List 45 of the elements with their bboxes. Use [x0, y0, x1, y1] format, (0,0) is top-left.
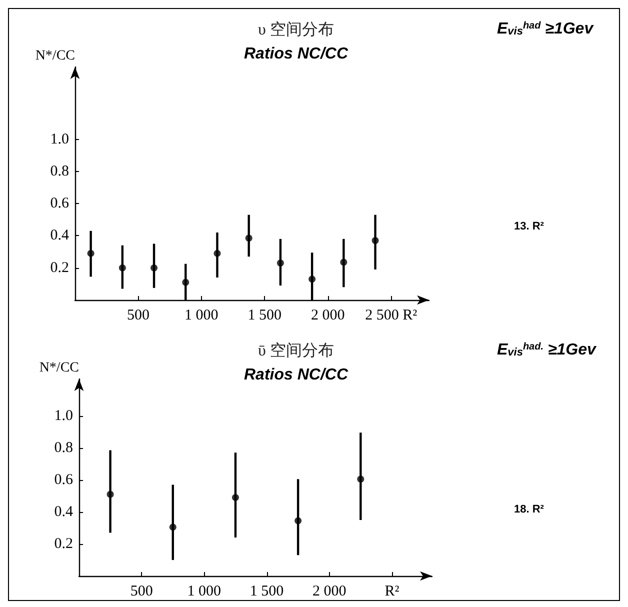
- chart-subtitle: Ratios NC/CC: [244, 366, 348, 384]
- point: [276, 260, 284, 267]
- y-tick-label: 0.6: [50, 196, 70, 212]
- x-tick-label: 2 000: [312, 584, 346, 600]
- y-tick-label: 0.6: [54, 472, 74, 488]
- point: [245, 234, 252, 242]
- y-axis-title: N*/CC: [39, 360, 79, 376]
- point: [87, 250, 94, 257]
- chart-subtitle: Ratios NC/CC: [244, 46, 348, 62]
- y-tick-label: 1.0: [50, 131, 69, 148]
- point: [182, 278, 190, 286]
- y-tick-label: 0.2: [54, 536, 73, 552]
- point: [169, 524, 176, 531]
- point: [118, 264, 126, 272]
- x-tick-label: 2 000: [310, 308, 345, 324]
- y-tick-label: 0.8: [54, 440, 73, 456]
- chart-title: ῡ 空间分布: [258, 342, 334, 360]
- y-tick-label: 1.0: [54, 408, 73, 424]
- point: [106, 490, 114, 498]
- y-tick-label: 0.2: [50, 260, 69, 276]
- y-axis-title: N*/CC: [35, 48, 75, 64]
- point: [340, 258, 348, 266]
- chart-title: υ 空间分布: [258, 20, 334, 38]
- point: [232, 494, 239, 502]
- text: 13. R²: [514, 220, 544, 232]
- point: [372, 237, 379, 244]
- point: [214, 250, 221, 257]
- point: [308, 276, 316, 283]
- y-tick-label: 0.4: [50, 228, 70, 244]
- x-tick-label: 1 000: [184, 308, 218, 324]
- x-tick-label: 1 000: [187, 584, 222, 600]
- point: [150, 264, 158, 272]
- x-tick-label: 500: [130, 584, 153, 600]
- x-tick-label: 1 500: [248, 308, 282, 324]
- x-tick-label: 500: [126, 308, 150, 324]
- y-tick-label: 0.8: [50, 163, 69, 180]
- x-tick-label: 1 500: [250, 584, 284, 600]
- x-tick-label: 2 500 R²: [365, 308, 418, 324]
- point: [357, 476, 364, 483]
- x-tick-label: R²: [384, 584, 400, 600]
- text: Evishad ≥1Gev: [497, 20, 594, 38]
- text: Evishad. ≥1Gev: [497, 342, 597, 358]
- text: 18. R²: [514, 504, 544, 516]
- point: [294, 517, 302, 524]
- y-tick-label: 0.4: [54, 504, 74, 520]
